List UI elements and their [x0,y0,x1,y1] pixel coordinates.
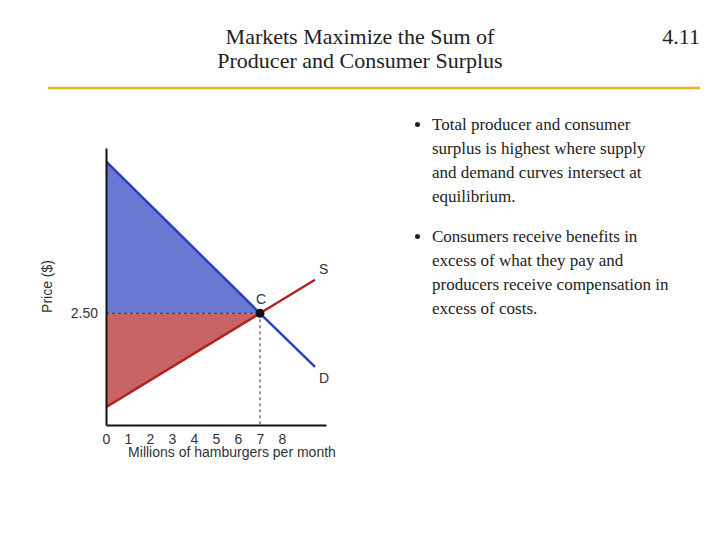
equilibrium-point [256,309,265,318]
quantity-guide [260,313,261,425]
y-axis-title: Price ($) [39,260,55,313]
equilibrium-label: C [256,291,266,307]
x-axis-title: Millions of hamburgers per month [128,444,336,460]
y-axis: 2.50 [71,149,107,426]
title: Markets Maximize the Sum of Producer and… [190,25,530,73]
x-axis-tick: 0 [103,425,111,447]
bullet: Total producer and consumer surplus is h… [432,113,672,209]
curve-label: D [319,370,329,386]
x-axis-line [107,425,327,427]
bullet-list: Total producer and consumer surplus is h… [408,113,672,337]
title-rule [48,87,700,90]
supply-curve [106,280,315,407]
plot-marks [106,161,315,425]
slide: Markets Maximize the Sum of Producer and… [0,0,720,540]
y-axis-tick-label: 2.50 [71,305,98,321]
slide-number: 4.11 [630,25,700,49]
y-axis-tick: 2.50 [71,305,106,321]
chart-svg: 0123456782.50Millions of hamburgers per … [0,0,720,540]
price-guide [106,313,260,314]
curve-label: S [319,261,328,277]
y-axis-line [106,149,108,426]
x-axis-tick-label: 0 [103,431,111,447]
bullet: Consumers receive benefits in excess of … [432,225,672,321]
demand-curve [106,161,315,367]
